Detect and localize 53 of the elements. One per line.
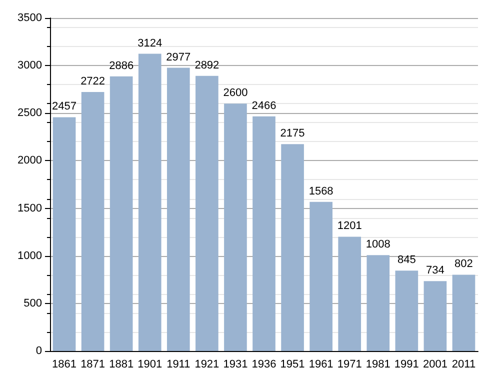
data-label: 845	[397, 254, 416, 266]
x-tick-label: 1911	[166, 358, 190, 370]
data-label: 1201	[337, 220, 362, 232]
bar	[452, 274, 476, 351]
y-tick-label: 1500	[18, 202, 42, 214]
data-label: 3124	[138, 37, 162, 50]
data-label: 2892	[194, 59, 220, 72]
data-label: 2722	[80, 76, 106, 88]
y-tick-label: 2500	[18, 107, 42, 120]
y-tick-label: 2000	[18, 154, 42, 167]
x-tick-label: 1951	[280, 358, 305, 370]
bar	[281, 144, 304, 351]
bar	[196, 76, 218, 351]
data-label: 2977	[166, 51, 191, 64]
bar	[52, 117, 76, 351]
data-label: 2600	[223, 87, 248, 100]
data-label: 1568	[308, 185, 334, 198]
x-tick-label: 1971	[337, 358, 362, 370]
x-tick-label: 1931	[223, 358, 248, 370]
y-tick-label: 3500	[18, 12, 42, 24]
data-label: 1008	[366, 238, 390, 251]
y-tick-label: 3000	[18, 60, 42, 72]
bar	[424, 281, 447, 351]
x-tick-label: 1871	[80, 358, 106, 370]
x-tick-label: 1901	[138, 358, 162, 370]
data-label: 2466	[252, 100, 276, 112]
bar	[395, 270, 418, 351]
bar	[310, 202, 332, 351]
data-label: 2457	[52, 100, 77, 113]
x-tick-label: 1936	[252, 358, 276, 370]
x-tick-label: 1861	[52, 358, 77, 370]
bar	[110, 76, 133, 351]
data-label: 2886	[109, 60, 134, 72]
y-tick-label: 1000	[18, 250, 42, 262]
x-tick-label: 1991	[394, 358, 419, 370]
x-tick-label: 2011	[452, 358, 476, 370]
data-label: 802	[454, 258, 473, 270]
x-tick-label: 1881	[109, 358, 134, 370]
y-tick-label: 500	[24, 297, 42, 310]
bar	[366, 255, 390, 351]
data-label: 2175	[280, 128, 305, 140]
bar	[138, 54, 162, 351]
bar	[166, 68, 190, 351]
y-tick-label: 0	[36, 345, 42, 357]
bar	[224, 104, 247, 351]
data-label: 734	[426, 264, 444, 277]
x-tick-label: 1961	[308, 358, 334, 370]
x-tick-label: 1981	[366, 358, 390, 370]
bar	[81, 92, 104, 351]
bar	[252, 116, 276, 351]
x-tick-label: 2001	[422, 358, 448, 370]
x-tick-label: 1921	[194, 358, 220, 370]
bar	[338, 236, 362, 351]
